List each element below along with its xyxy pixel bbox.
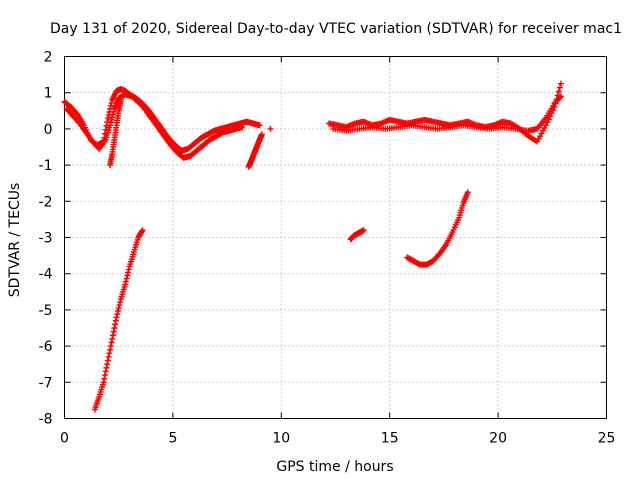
grid-layer [64, 56, 607, 419]
x-axis-title: GPS time / hours [276, 459, 393, 475]
series-morning-arc-lower [63, 91, 246, 161]
y-tick-label: -1 [39, 158, 53, 174]
x-tick-label: 15 [381, 431, 399, 447]
data-point [109, 335, 116, 342]
data-point [239, 124, 246, 131]
data-point-interp [555, 88, 562, 95]
series-descending-tail [245, 131, 265, 170]
ticks-layer: 0 5 10 15 20 25 -8 -7 -6 -5 -4 -3 -2 -1 0 1 2 [39, 50, 616, 447]
data-point [557, 93, 564, 100]
data-point-interp [109, 332, 116, 339]
data-point [122, 281, 129, 288]
data-point [256, 122, 263, 129]
data-point-interp [102, 368, 109, 375]
data-point-interp [107, 346, 114, 353]
data-point [267, 125, 274, 132]
series-short-segment [347, 227, 367, 243]
data-point [117, 96, 124, 103]
x-tick-label: 25 [598, 431, 616, 447]
y-tick-label: -3 [39, 231, 53, 247]
data-point-interp [112, 317, 119, 324]
data-point-interp [556, 84, 563, 91]
data-point-interp [111, 325, 118, 331]
data-point-interp [107, 343, 114, 350]
data-point-interp [125, 266, 132, 273]
data-point-interp [108, 99, 115, 106]
data-point-interp [110, 328, 117, 335]
data-point-interp [110, 108, 117, 115]
data-point-interp [125, 269, 132, 276]
y-tick-label: -4 [39, 267, 53, 283]
data-point-interp [122, 278, 129, 285]
y-tick-label: -7 [39, 375, 53, 391]
data-point-interp [108, 116, 115, 123]
series-isolated-point [267, 125, 274, 132]
x-tick-label: 5 [168, 431, 177, 447]
data-point-interp [138, 228, 145, 235]
data-point-interp [117, 299, 124, 306]
data-point [360, 227, 367, 234]
y-tick-label: 1 [44, 86, 53, 102]
data-point [139, 227, 146, 234]
data-point [107, 122, 114, 129]
y-tick-label: -8 [39, 412, 53, 428]
data-point-interp [105, 353, 112, 360]
series-morning-arc-dip [107, 96, 124, 169]
data-point-interp [114, 308, 121, 315]
data-point-interp [106, 350, 113, 357]
data-point [104, 115, 111, 122]
data-point [258, 131, 265, 138]
x-tick-label: 10 [272, 431, 290, 447]
data-point-interp [108, 339, 115, 346]
y-tick-label: 0 [44, 122, 53, 138]
data-point-interp [101, 375, 108, 382]
y-tick-label: -5 [39, 303, 53, 319]
data-point-interp [123, 275, 130, 282]
y-tick-label: -6 [39, 339, 53, 355]
series-curved-segment [404, 189, 471, 268]
data-point-interp [107, 102, 114, 109]
data-point [104, 357, 111, 364]
data-point-interp [114, 311, 121, 318]
data-point [113, 314, 120, 321]
y-axis-title: SDTVAR / TECUs [7, 183, 23, 298]
y-tick-label: -2 [39, 194, 53, 210]
data-point [100, 379, 107, 386]
y-tick-label: 2 [44, 50, 53, 66]
data-point-interp [73, 110, 80, 117]
points-layer [61, 80, 564, 413]
data-point-interp [101, 372, 108, 379]
x-tick-label: 0 [60, 431, 69, 447]
data-point-interp [109, 114, 116, 121]
data-point-interp [124, 272, 131, 279]
data-point [464, 189, 471, 196]
x-tick-label: 20 [489, 431, 507, 447]
data-point-interp [112, 321, 119, 328]
data-point-interp [556, 94, 563, 101]
data-point-interp [115, 305, 122, 312]
data-point [557, 80, 564, 87]
data-point-interp [116, 302, 123, 309]
series-afternoon-band-lower [330, 93, 564, 134]
data-point-interp [103, 364, 110, 371]
chart-title: Day 131 of 2020, Sidereal Day-to-day VTE… [50, 21, 622, 37]
series-steep-rise [91, 227, 146, 413]
data-point-interp [104, 361, 111, 368]
data-point [542, 122, 549, 129]
data-point-interp [109, 111, 116, 118]
data-point-interp [107, 119, 114, 126]
